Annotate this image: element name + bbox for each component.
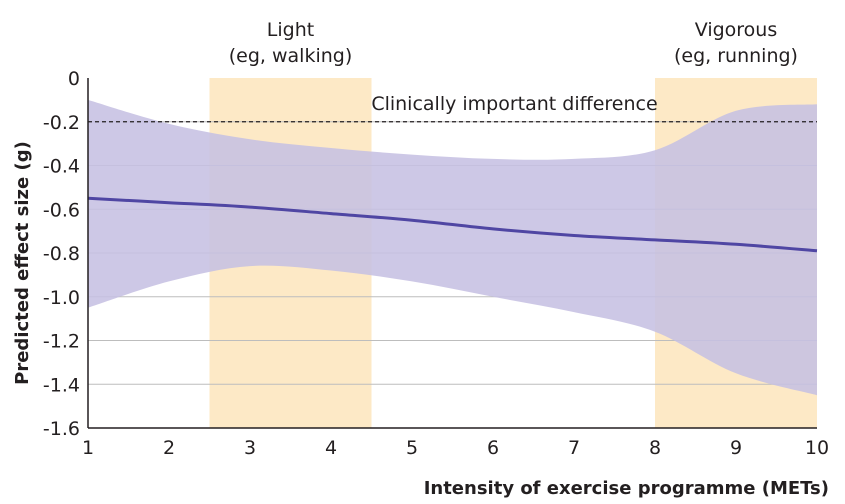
x-axis-title: Intensity of exercise programme (METs): [424, 478, 829, 499]
band-label-title: Light: [267, 19, 314, 41]
effect-size-line: [87, 196, 818, 253]
y-tick-labels: 0 -0.2 -0.4 -0.6 -0.8 -1.0 -1.2 -1.4 -1.6: [43, 68, 80, 440]
y-tick-label: 0: [68, 68, 80, 90]
band-label-example: (eg, running): [674, 45, 798, 67]
x-tick-label: 10: [805, 437, 829, 459]
x-tick-label: 9: [730, 437, 742, 459]
band-label-example: (eg, walking): [229, 45, 353, 67]
x-tick-label: 6: [487, 437, 499, 459]
x-tick-label: 4: [325, 437, 337, 459]
band-label-title: Vigorous: [695, 19, 778, 41]
y-tick-label: -1.6: [43, 418, 80, 440]
y-tick-label: -1.2: [43, 331, 80, 353]
x-tick-label: 5: [406, 437, 418, 459]
x-tick-label: 3: [244, 437, 256, 459]
y-tick-label: -0.2: [43, 112, 80, 134]
band-labels: Light (eg, walking) Vigorous (eg, running): [229, 19, 798, 67]
x-tick-label: 7: [568, 437, 580, 459]
y-axis-title: Predicted effect size (g): [12, 141, 33, 385]
y-tick-label: -1.0: [43, 287, 80, 309]
y-tick-label: -0.8: [43, 243, 80, 265]
x-tick-labels: 1 2 3 4 5 6 7 8 9 10: [82, 437, 829, 459]
x-tick-label: 8: [649, 437, 661, 459]
y-tick-label: -0.4: [43, 156, 80, 178]
clinically-important-difference-label: Clinically important difference: [371, 93, 657, 115]
confidence-band: [88, 99, 817, 396]
y-tick-label: -0.6: [43, 199, 80, 221]
x-tick-label: 1: [82, 437, 94, 459]
y-tick-label: -1.4: [43, 374, 80, 396]
x-tick-label: 2: [163, 437, 175, 459]
